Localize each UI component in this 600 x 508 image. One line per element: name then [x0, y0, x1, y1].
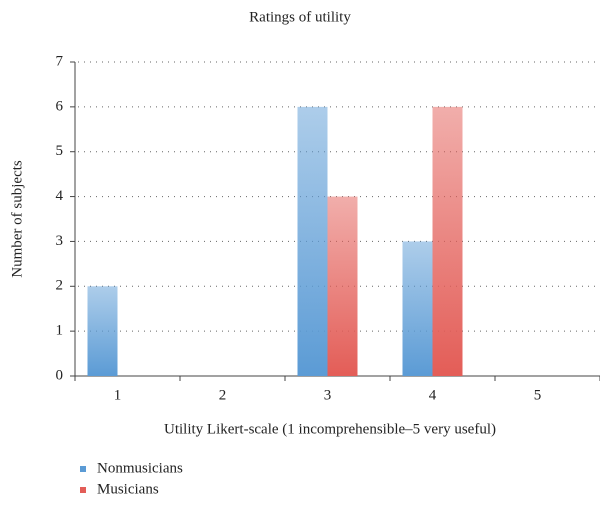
y-tick-label: 2 — [56, 278, 64, 294]
y-tick-label: 7 — [56, 53, 64, 69]
y-tick-label: 4 — [56, 188, 64, 204]
bar — [327, 196, 358, 376]
legend-label: Nonmusicians — [97, 460, 183, 476]
y-tick-label: 0 — [56, 367, 64, 383]
x-axis-title: Utility Likert-scale (1 incomprehensible… — [164, 421, 496, 437]
y-tick-label: 6 — [56, 98, 64, 114]
bar — [432, 106, 463, 376]
y-tick-label: 3 — [56, 233, 64, 249]
x-tick-label: 3 — [324, 387, 332, 403]
y-tick-label: 5 — [56, 143, 64, 159]
y-axis-title: Number of subjects — [9, 160, 25, 278]
x-tick-label: 1 — [114, 387, 122, 403]
bar — [87, 286, 118, 376]
legend-swatch — [80, 466, 86, 472]
bar — [402, 241, 433, 376]
legend-swatch — [80, 487, 86, 493]
bar — [297, 106, 328, 376]
legend-label: Musicians — [97, 481, 159, 497]
x-tick-label: 4 — [429, 387, 437, 403]
chart-title: Ratings of utility — [249, 9, 351, 25]
x-tick-label: 2 — [219, 387, 227, 403]
x-tick-label: 5 — [534, 387, 542, 403]
y-tick-label: 1 — [56, 323, 64, 339]
